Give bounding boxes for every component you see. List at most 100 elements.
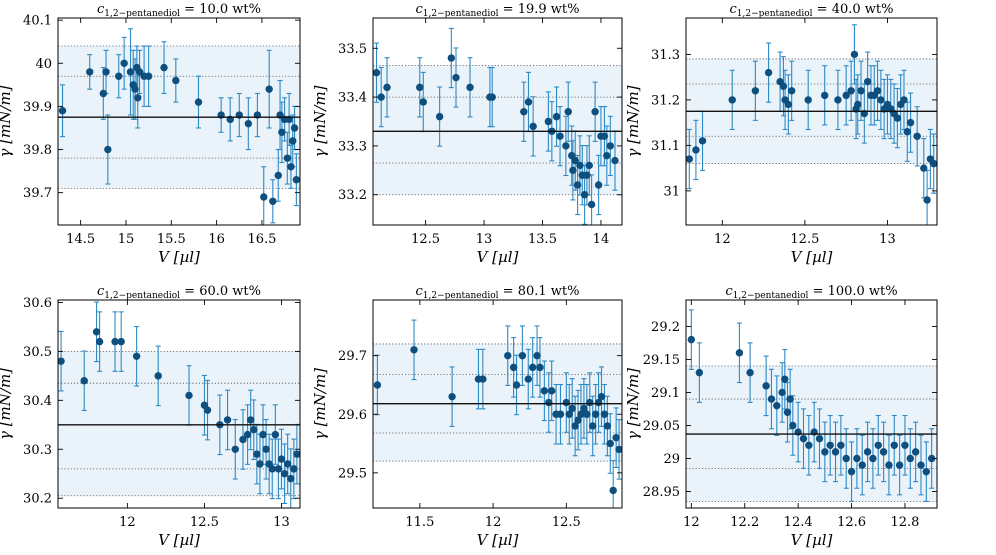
title-symbol: c <box>725 284 733 299</box>
data-point <box>787 87 796 95</box>
data-point <box>290 465 298 473</box>
uncertainty-band <box>58 351 300 496</box>
data-point <box>383 83 391 92</box>
title-value: = 60.0 wt% <box>180 284 261 299</box>
data-point <box>239 435 247 444</box>
y-tick-label: 30.2 <box>23 492 52 507</box>
x-axis-label: V [µl] <box>477 531 519 549</box>
y-tick-label: 30.6 <box>23 296 52 311</box>
data-point <box>80 377 88 385</box>
data-point <box>589 422 597 430</box>
data-point <box>580 404 588 413</box>
data-point <box>799 434 808 443</box>
data-point <box>547 387 556 395</box>
data-point <box>922 467 931 476</box>
data-point <box>611 156 619 165</box>
data-point <box>144 72 153 80</box>
data-point <box>583 410 591 418</box>
data-point <box>569 166 577 175</box>
data-point <box>600 410 609 418</box>
title-symbol: c <box>415 284 423 299</box>
plot-frame <box>57 299 301 509</box>
data-point <box>260 193 268 201</box>
data-point <box>488 93 496 101</box>
title-value: = 10.0 wt% <box>180 2 261 17</box>
data-point <box>466 83 474 92</box>
data-point <box>287 474 295 483</box>
data-point <box>873 87 882 95</box>
data-point <box>274 171 282 180</box>
plot-frame <box>685 299 938 509</box>
data-point <box>268 465 276 473</box>
data-point <box>901 441 909 449</box>
data-point <box>244 119 253 128</box>
data-point <box>583 171 591 179</box>
data-point <box>869 454 877 463</box>
data-point <box>890 441 898 449</box>
x-tick-label: 12 <box>119 515 136 530</box>
data-point <box>854 100 862 109</box>
x-tick-label: 12.5 <box>411 232 440 247</box>
data-point <box>58 107 67 115</box>
chart-panel-1: 14.5 15 15.5 16 16.5 39.7 39.8 39.9 40 40.1 c1,2−p… <box>0 2 301 266</box>
data-point <box>126 68 135 76</box>
data-point <box>571 422 579 430</box>
data-point <box>773 401 781 410</box>
data-point <box>377 93 385 101</box>
data-point <box>536 363 544 372</box>
x-axis-label: V [µl] <box>477 248 519 266</box>
data-point <box>243 430 252 439</box>
data-point <box>815 434 824 443</box>
data-point <box>172 76 180 85</box>
data-point <box>692 146 700 154</box>
title-symbol: c <box>729 2 737 17</box>
data-point <box>253 450 261 458</box>
y-tick-label: 40 <box>35 57 52 72</box>
data-point <box>290 124 299 132</box>
data-point <box>102 68 110 76</box>
data-point <box>735 349 744 357</box>
x-axis-label: V [µl] <box>158 531 200 549</box>
data-point <box>565 410 573 418</box>
title-value: = 80.1 wt% <box>499 284 580 299</box>
y-tick-label: 29.15 <box>643 353 680 368</box>
chart-title: c1,2−pentanediol = 100.0 wt% <box>725 284 897 301</box>
data-point <box>435 112 444 121</box>
y-axis-label: γ [mN/m] <box>624 368 642 440</box>
data-point <box>86 68 94 76</box>
data-point <box>826 441 834 449</box>
y-tick-label: 40.1 <box>23 14 52 29</box>
x-tick-label: 14 <box>593 232 610 247</box>
y-tick-label: 29 <box>663 452 680 467</box>
data-point <box>533 351 541 360</box>
y-tick-label: 39.8 <box>23 143 52 158</box>
x-tick-label: 16.5 <box>247 232 276 247</box>
data-point <box>509 363 518 372</box>
data-point <box>564 108 572 116</box>
data-point <box>154 372 162 380</box>
data-point <box>223 416 232 424</box>
data-point <box>606 142 615 150</box>
x-axis-label: V [µl] <box>158 248 200 266</box>
data-point <box>911 448 920 456</box>
data-point <box>903 128 911 136</box>
title-symbol: c <box>415 2 423 17</box>
chart-title: c1,2−pentanediol = 80.1 wt% <box>415 284 579 301</box>
data-point <box>847 87 855 95</box>
y-tick-label: 33.5 <box>338 42 367 57</box>
data-point <box>419 98 427 106</box>
chart-panel-3: 12 12.5 13 31 31.1 31.2 31.3 c1,2−pentanediol =… <box>624 2 938 266</box>
data-point <box>879 448 888 456</box>
title-subscript: 1,2−pentanediol <box>737 9 813 19</box>
data-point <box>280 470 289 478</box>
data-point <box>767 395 776 403</box>
data-point <box>416 83 424 92</box>
plot-frame <box>372 299 623 509</box>
data-point <box>520 108 528 116</box>
title-subscript: 1,2−pentanediol <box>423 9 499 19</box>
data-point <box>524 98 533 106</box>
chart-title: c1,2−pentanediol = 10.0 wt% <box>97 2 261 19</box>
chart-panel-4: 12 12.5 13 30.2 30.3 30.4 30.5 30.6 c1,2−pentane… <box>0 284 301 549</box>
data-point <box>586 398 594 407</box>
